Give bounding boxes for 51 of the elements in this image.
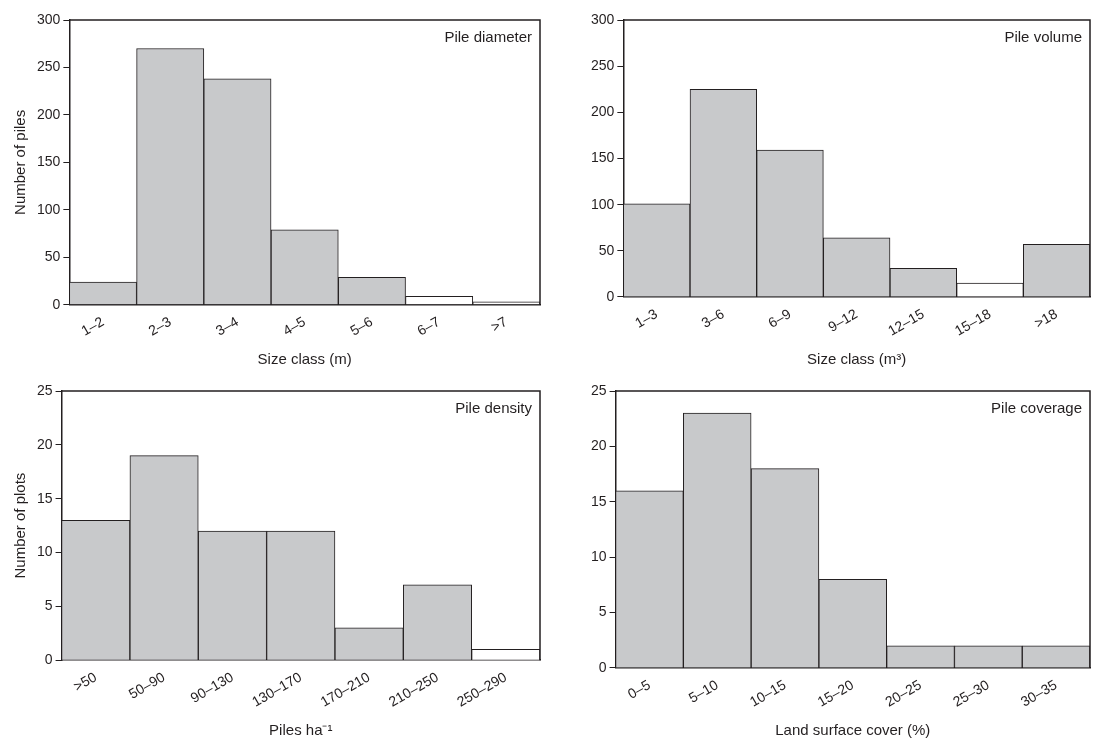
y-tick-label: 300 bbox=[591, 10, 615, 27]
text: Pile volume bbox=[1004, 27, 1082, 45]
y-tick-label: 5 bbox=[598, 603, 607, 620]
y-tick-label: 250 bbox=[37, 58, 61, 75]
y-tick-label: 25 bbox=[590, 381, 607, 398]
y-tick-label: 0 bbox=[52, 295, 61, 312]
x-tick-label: 5–10 bbox=[685, 676, 721, 706]
text: Pile diameter bbox=[444, 27, 532, 45]
x-axis-title: Land surface cover (%) bbox=[775, 721, 931, 739]
x-tick-label: 6–9 bbox=[765, 305, 794, 331]
y-tick-label: 0 bbox=[606, 287, 615, 304]
x-tick-label: >7 bbox=[488, 313, 510, 335]
x-tick-label: 3–6 bbox=[698, 305, 727, 331]
x-tick-label: 1–2 bbox=[78, 313, 107, 339]
x-tick-label: 3–4 bbox=[212, 313, 242, 339]
x-tick-label: 1–3 bbox=[631, 305, 661, 331]
y-tick-label: 50 bbox=[598, 241, 615, 258]
y-tick-label: 100 bbox=[37, 200, 61, 217]
x-tick-label: 4–5 bbox=[279, 313, 309, 339]
x-axis-title: Piles ha⁻¹ bbox=[269, 721, 333, 739]
y-tick-label: 100 bbox=[591, 195, 615, 212]
x-tick-label: 9–12 bbox=[825, 305, 861, 335]
text: Pile density bbox=[455, 398, 533, 416]
y-tick-label: 25 bbox=[36, 381, 53, 398]
x-tick-label: 6–7 bbox=[414, 313, 443, 339]
x-tick-label: 2–3 bbox=[145, 313, 174, 339]
y-tick-label: 5 bbox=[44, 597, 53, 614]
y-tick-label: 15 bbox=[36, 489, 53, 506]
x-tick-label: >18 bbox=[1031, 305, 1061, 332]
y-tick-label: 10 bbox=[36, 543, 53, 560]
y-tick-label: 300 bbox=[37, 10, 61, 27]
x-axis-title: Size class (m³) bbox=[807, 350, 907, 368]
y-axis-title: Number of piles bbox=[11, 109, 29, 215]
y-tick-label: 50 bbox=[44, 248, 61, 265]
text: Pile coverage bbox=[991, 398, 1082, 416]
y-tick-label: 200 bbox=[37, 105, 61, 122]
x-tick-label: 0–5 bbox=[624, 676, 654, 702]
y-tick-label: 200 bbox=[591, 103, 615, 120]
x-tick-label: 5–6 bbox=[347, 313, 376, 339]
y-tick-label: 150 bbox=[591, 149, 615, 166]
y-tick-label: 20 bbox=[590, 437, 607, 454]
y-axis-title: Number of plots bbox=[11, 472, 29, 579]
y-tick-label: 250 bbox=[591, 57, 615, 74]
y-tick-label: 150 bbox=[37, 153, 61, 170]
x-tick-label: >50 bbox=[70, 668, 100, 695]
y-tick-label: 10 bbox=[590, 548, 607, 565]
y-tick-label: 0 bbox=[44, 651, 53, 668]
x-axis-title: Size class (m) bbox=[257, 350, 352, 368]
y-tick-label: 20 bbox=[36, 435, 53, 452]
y-tick-label: 0 bbox=[598, 658, 607, 675]
y-tick-label: 15 bbox=[590, 492, 607, 509]
